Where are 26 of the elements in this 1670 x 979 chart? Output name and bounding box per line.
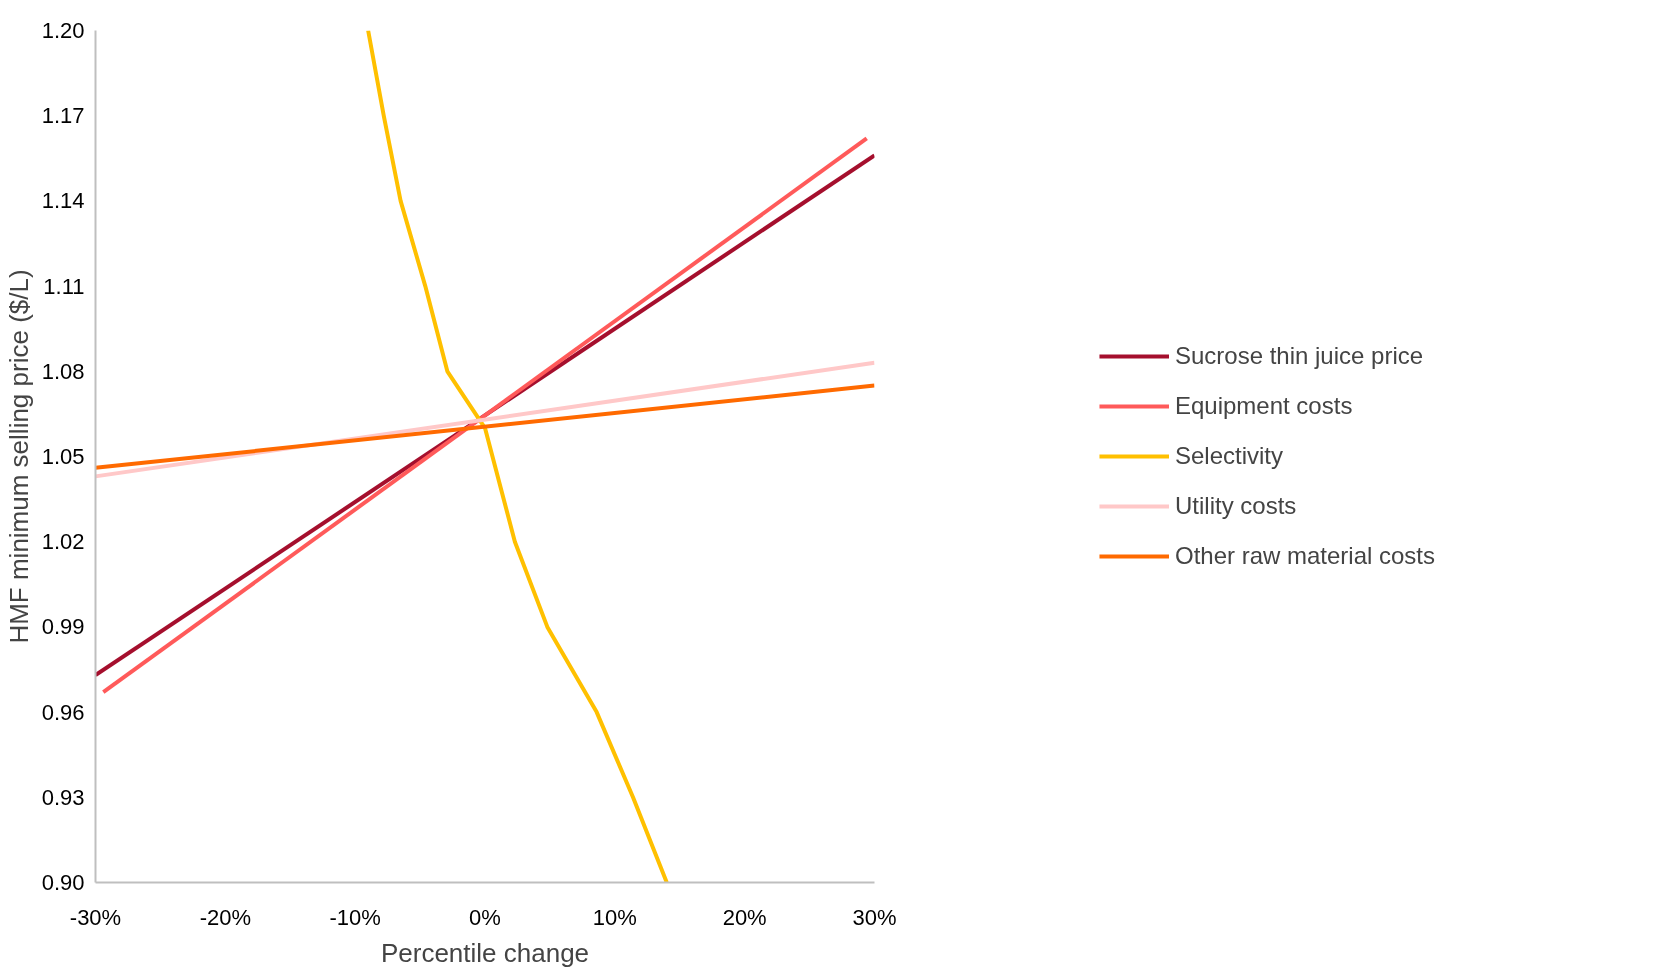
legend-label: Selectivity (1174, 442, 1284, 470)
y-tick-label: 1.14 (41, 188, 85, 214)
y-tick-label: 1.11 (43, 273, 85, 299)
y-tick-label: 1.02 (41, 529, 85, 555)
x-tick-label: -30% (69, 904, 122, 930)
y-tick-label: 0.96 (41, 699, 85, 725)
y-tick-label: 1.17 (41, 103, 85, 129)
y-axis-title: HMF minimum selling price ($/L) (3, 269, 34, 644)
x-tick-label: -10% (329, 904, 381, 930)
legend-label: Equipment costs (1174, 392, 1353, 420)
legend-label: Other raw material costs (1174, 542, 1436, 570)
line-series (366, 30, 669, 883)
x-tick-label: 30% (852, 904, 897, 930)
x-tick-label: 20% (722, 904, 767, 930)
x-tick-label: 10% (592, 904, 637, 930)
y-tick-label: 0.99 (41, 614, 85, 640)
x-axis-title: Percentile change (380, 937, 590, 968)
legend-label: Sucrose thin juice price (1174, 342, 1424, 370)
y-tick-label: 0.90 (41, 870, 85, 895)
y-tick-label: 1.05 (41, 444, 85, 469)
x-tick-label: 0% (469, 904, 501, 930)
y-tick-label: 1.20 (41, 18, 85, 43)
legend-label: Utility costs (1174, 492, 1297, 520)
x-tick-label: -20% (199, 904, 252, 930)
y-tick-label: 0.93 (41, 784, 85, 810)
y-tick-label: 1.08 (41, 358, 85, 384)
